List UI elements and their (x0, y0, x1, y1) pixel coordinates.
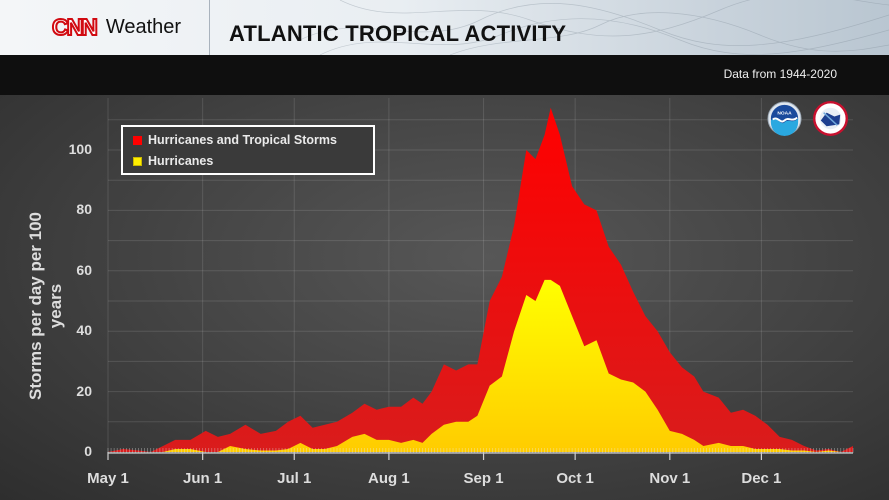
series-hurricanes (108, 279, 853, 452)
x-axis (107, 448, 854, 460)
legend-label: Hurricanes (148, 154, 214, 168)
x-tick-label: May 1 (87, 470, 129, 487)
legend-label: Hurricanes and Tropical Storms (148, 133, 337, 147)
header-divider (209, 0, 210, 55)
yellow-swatch-icon (133, 156, 142, 166)
subheader-band (0, 55, 889, 95)
y-tick-label: 0 (84, 443, 92, 459)
source-note: Data from 1944-2020 (723, 67, 837, 81)
nws-logo-icon (813, 101, 848, 136)
x-tick-label: Oct 1 (556, 470, 594, 487)
legend-item-hurricanes-and-tropical-storms: Hurricanes and Tropical Storms (133, 133, 337, 147)
legend: Hurricanes and Tropical Storms Hurricane… (121, 125, 375, 175)
y-tick-label: 40 (76, 322, 92, 339)
noaa-logo-icon: NOAA (767, 101, 802, 136)
y-tick-label: 100 (68, 141, 92, 157)
page-title: ATLANTIC TROPICAL ACTIVITY (229, 21, 567, 46)
x-tick-label: Dec 1 (741, 470, 782, 487)
x-tick-label: Jun 1 (183, 470, 223, 487)
x-tick-label: Sep 1 (463, 470, 504, 487)
brand: CNN Weather (51, 12, 182, 42)
y-tick-label: 20 (76, 382, 92, 399)
header-bar: CNN Weather ATLANTIC TROPICAL ACTIVITY (0, 0, 889, 56)
x-tick-label: Aug 1 (368, 470, 410, 487)
series-hurricanes-and-tropical-storms (108, 107, 853, 452)
brand-name: Weather (105, 16, 182, 38)
svg-text:NOAA: NOAA (777, 111, 792, 117)
x-tick-label: Jul 1 (277, 470, 312, 487)
legend-item-hurricanes: Hurricanes (133, 154, 213, 168)
y-tick-label: 60 (76, 261, 92, 278)
y-tick-label: 80 (76, 201, 92, 218)
topographic-pattern (300, 0, 889, 55)
red-swatch-icon (133, 135, 142, 145)
x-tick-label: Nov 1 (649, 470, 691, 487)
cnn-logo[interactable]: CNN (51, 13, 99, 41)
